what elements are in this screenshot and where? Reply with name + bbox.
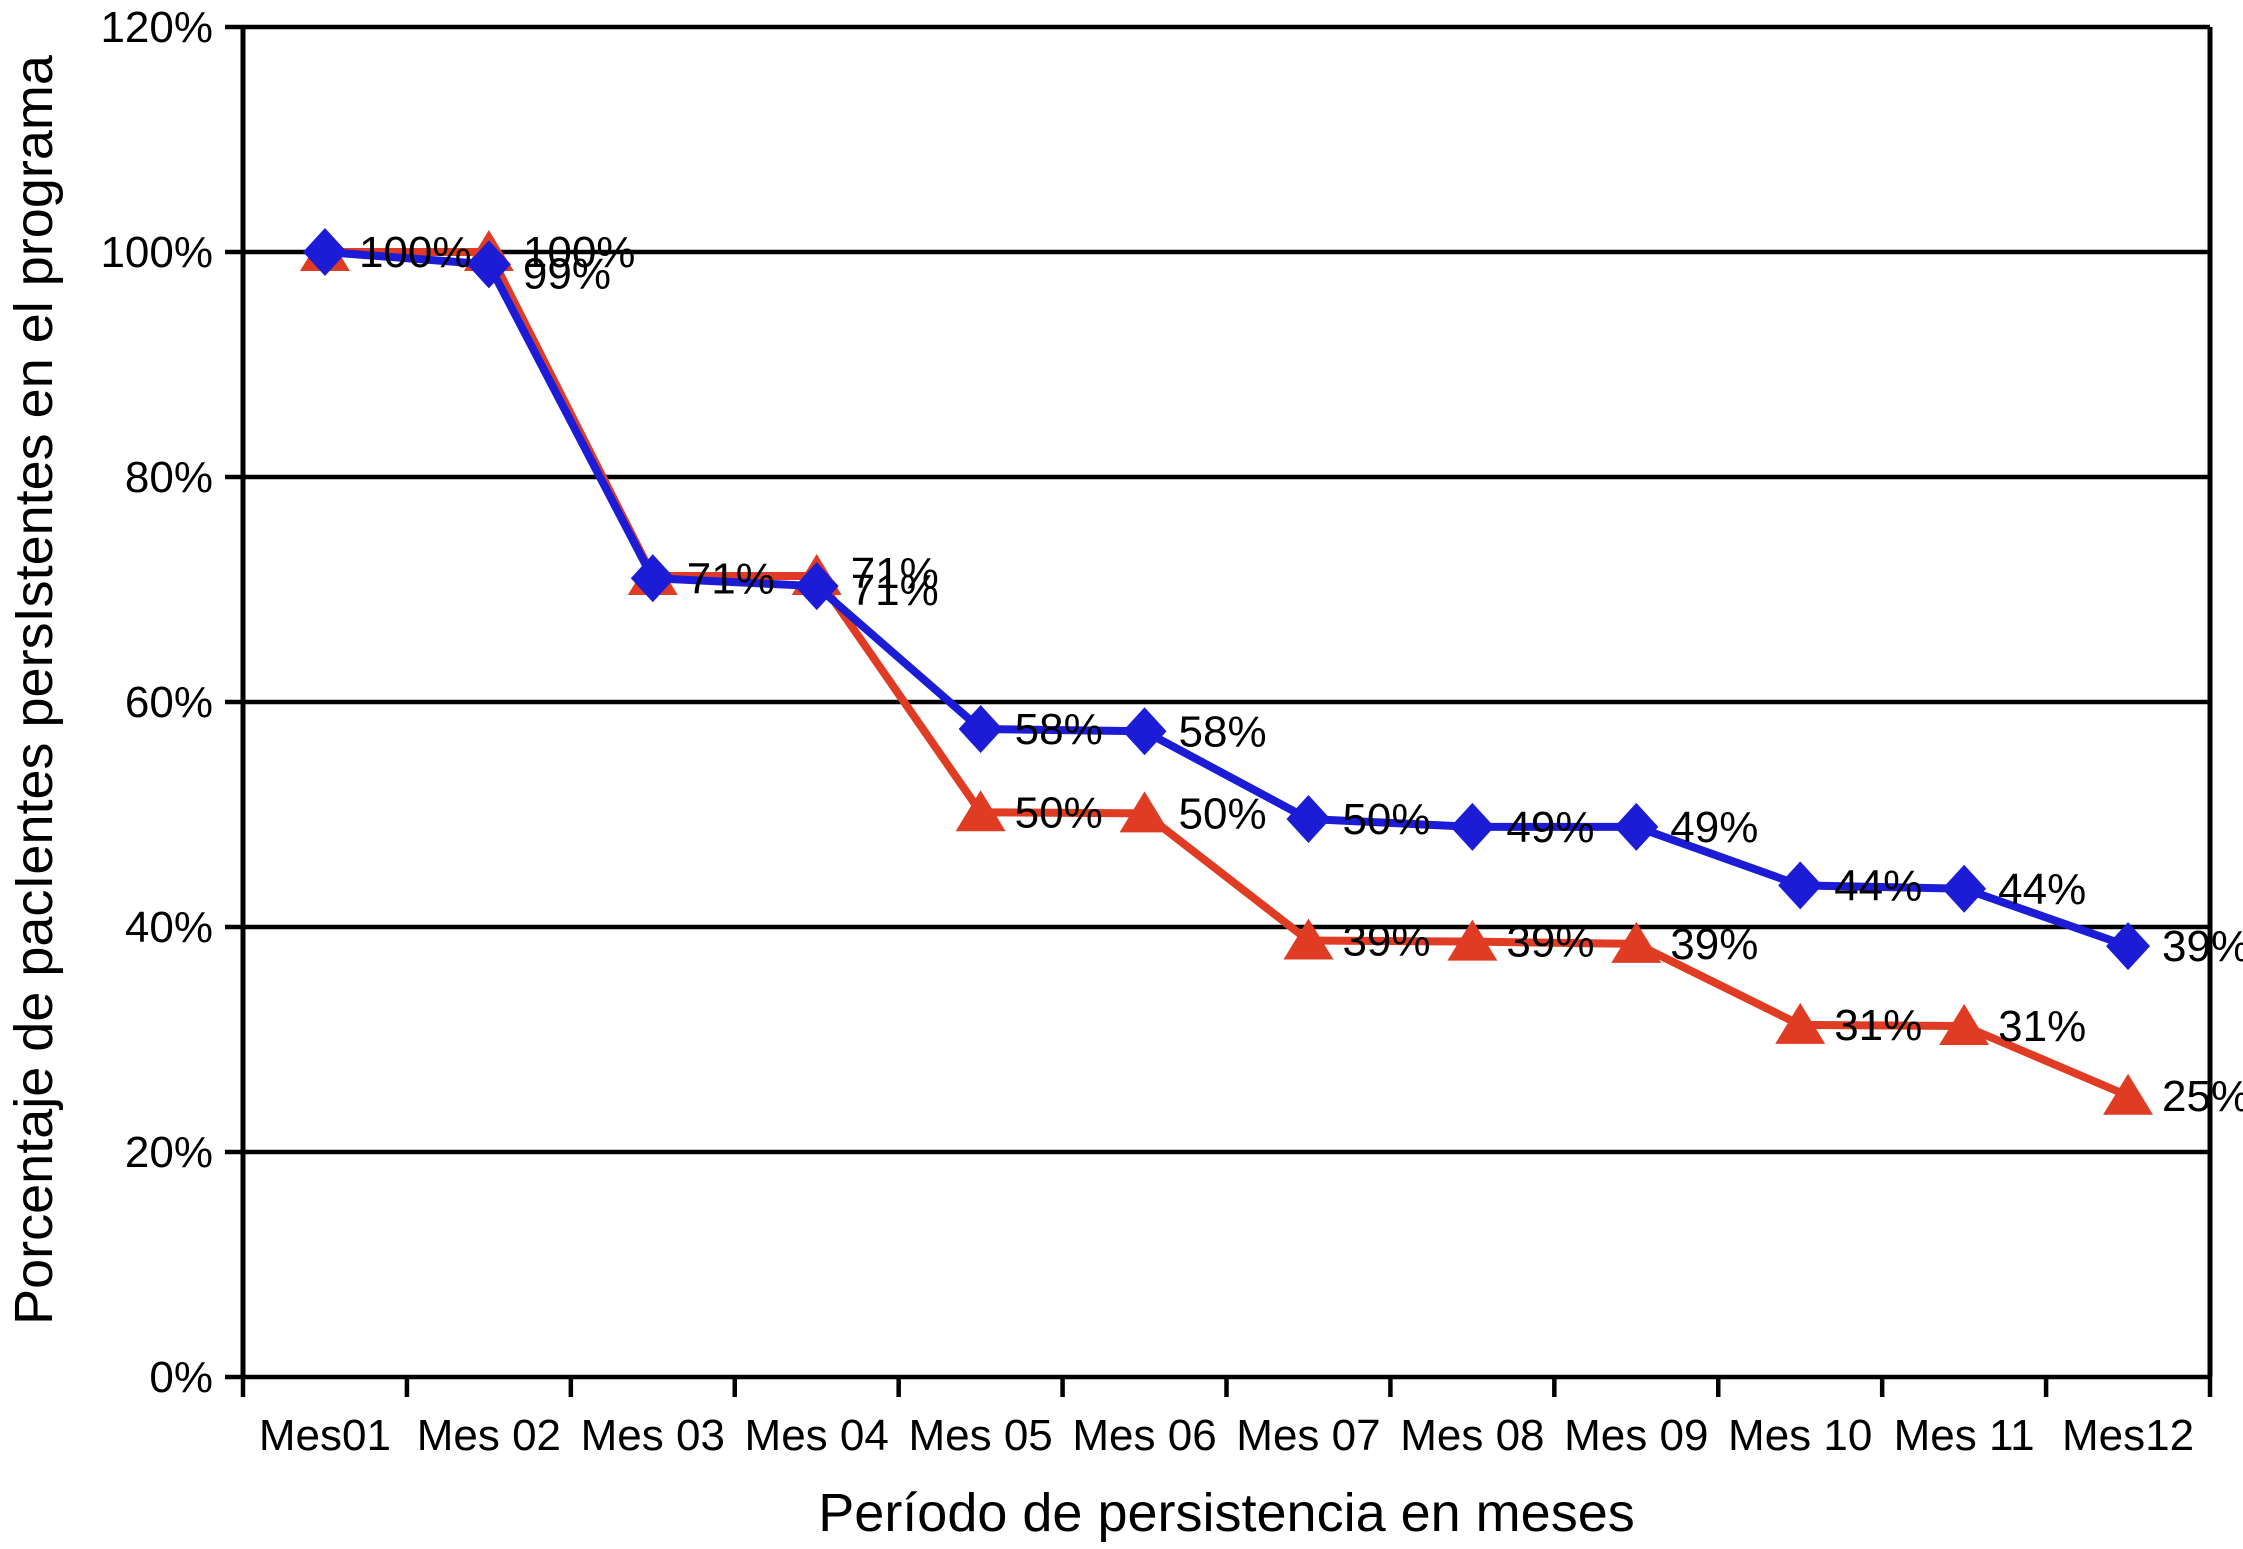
x-tick-label: Mes12 (2062, 1411, 2194, 1460)
data-marker-triangle (2103, 1073, 2154, 1115)
data-marker-triangle (955, 790, 1006, 832)
y-tick-label: 20% (125, 1128, 213, 1177)
x-tick-label: Mes 09 (1564, 1411, 1708, 1460)
data-label: 31% (1998, 1002, 2086, 1051)
data-marker-triangle (1283, 918, 1334, 960)
y-axis-title: Porcentaje de pacIentes persIstentes en … (4, 55, 64, 1325)
data-label: 71% (851, 549, 939, 598)
data-marker-diamond (1122, 707, 1167, 756)
data-label: 99% (523, 249, 611, 298)
y-tick-label: 120% (100, 3, 213, 52)
data-label: 44% (1834, 861, 1922, 910)
data-label: 100% (359, 228, 472, 277)
data-marker-diamond (1614, 802, 1659, 851)
data-label: 39% (1670, 920, 1758, 969)
data-label: 100% (523, 228, 636, 277)
x-axis-title: Período de persistencia en meses (818, 1483, 1635, 1543)
data-label: 58% (1015, 705, 1103, 754)
data-marker-diamond (466, 240, 511, 289)
data-marker-diamond (794, 562, 839, 611)
data-label: 49% (1506, 803, 1594, 852)
y-tick-label: 100% (100, 228, 213, 277)
data-label: 71% (851, 566, 939, 615)
data-label: 49% (1670, 803, 1758, 852)
data-label: 71% (687, 554, 775, 603)
x-tick-label: Mes01 (259, 1411, 391, 1460)
x-tick-label: Mes 03 (581, 1411, 725, 1460)
y-tick-label: 40% (125, 903, 213, 952)
data-label: 50% (1015, 788, 1103, 837)
data-label: 25% (2162, 1072, 2243, 1121)
series-line-triangle (324, 248, 2130, 1100)
data-label: 39% (1342, 917, 1430, 966)
data-marker-diamond (2106, 922, 2151, 971)
x-tick-label: Mes 04 (745, 1411, 889, 1460)
data-marker-triangle (1119, 791, 1170, 833)
data-marker-diamond (630, 554, 675, 603)
data-label: 50% (1179, 789, 1267, 838)
x-tick-label: Mes 07 (1236, 1411, 1380, 1460)
x-tick-label: Mes 06 (1072, 1411, 1216, 1460)
data-marker-triangle (1611, 921, 1662, 963)
data-marker-diamond (958, 705, 1003, 753)
series-line-diamond (324, 248, 2130, 950)
data-marker-diamond (1778, 861, 1823, 910)
x-tick-label: Mes 11 (1894, 1411, 2035, 1460)
data-label: 58% (1179, 707, 1267, 756)
data-label: 50% (1342, 795, 1430, 844)
data-label: 44% (1998, 865, 2086, 914)
y-tick-label: 0% (149, 1353, 213, 1402)
x-tick-label: Mes 10 (1728, 1411, 1872, 1460)
x-tick-label: Mes 02 (417, 1411, 561, 1460)
x-tick-label: Mes 08 (1400, 1411, 1544, 1460)
data-label: 39% (1506, 918, 1594, 967)
data-label: 39% (2162, 922, 2243, 971)
data-marker-diamond (1450, 802, 1495, 851)
y-tick-label: 80% (125, 453, 213, 502)
data-marker-triangle (1775, 1002, 1826, 1044)
x-tick-label: Mes 05 (908, 1411, 1052, 1460)
data-marker-triangle (1939, 1004, 1990, 1045)
data-label: 31% (1834, 1001, 1922, 1050)
data-marker-diamond (302, 228, 347, 276)
data-marker-diamond (1942, 864, 1987, 913)
data-marker-diamond (1286, 795, 1331, 843)
y-tick-label: 60% (125, 678, 213, 727)
data-marker-triangle (1447, 919, 1498, 961)
